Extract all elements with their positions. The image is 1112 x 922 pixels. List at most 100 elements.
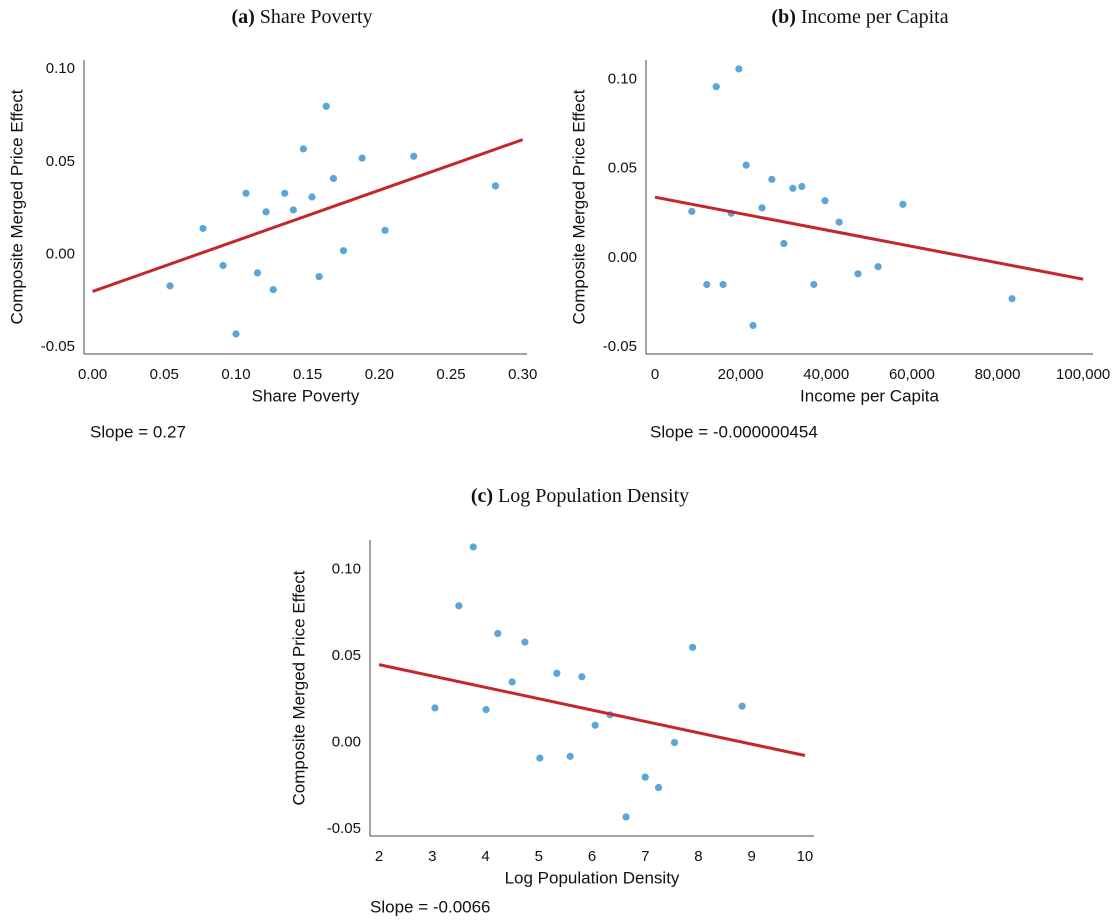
x-tick-label: 0.20 (365, 366, 394, 383)
point (735, 65, 743, 73)
fit-line (378, 663, 806, 757)
x-tick-label: 0.00 (78, 366, 107, 383)
point (591, 721, 599, 729)
y-tick-label: -0.05 (603, 338, 637, 355)
point (768, 175, 776, 183)
point (712, 83, 720, 91)
point (242, 189, 250, 197)
point (199, 224, 207, 233)
x-tick-label: 0.30 (508, 366, 537, 383)
point (578, 673, 586, 681)
point (482, 706, 490, 714)
point (315, 273, 323, 281)
point (431, 704, 439, 712)
point (821, 197, 829, 205)
point (689, 643, 697, 651)
point (566, 752, 574, 760)
point (232, 330, 240, 338)
point (719, 280, 727, 289)
point (358, 154, 366, 162)
point (299, 145, 307, 153)
x-tick-label: 0 (651, 366, 659, 383)
point (508, 678, 516, 686)
x-tick-label: 0.05 (150, 366, 179, 383)
point (308, 193, 316, 201)
point (329, 174, 338, 183)
y-tick-label: 0.00 (608, 249, 637, 266)
point (219, 261, 227, 270)
x-tick-label: 2 (375, 848, 383, 865)
point (810, 280, 818, 289)
panel: (a) Share Poverty 0.00 0.05 0.10 0.15 0.20 0.2… (7, 6, 537, 442)
x-tick-label: 5 (535, 848, 543, 865)
x-tick-label: 10 (797, 848, 814, 865)
fit-line (654, 195, 1084, 281)
point (553, 669, 561, 677)
point (381, 226, 389, 234)
y-tick-label: 0.00 (46, 245, 75, 262)
point (688, 207, 696, 216)
y-tick-label: 0.05 (608, 160, 637, 177)
point (641, 773, 649, 781)
point (494, 629, 502, 638)
panel-title-text: Income per Capita (801, 6, 949, 28)
y-tick-label: 0.05 (46, 153, 75, 170)
point (703, 280, 711, 289)
point (410, 152, 418, 160)
point (262, 208, 270, 216)
y-tick-label: -0.05 (41, 338, 75, 355)
x-tick-label: 80,000 (975, 366, 1021, 383)
x-tick-label: 4 (481, 848, 489, 865)
y-axis-label: Composite Merged Price Effect (569, 89, 588, 324)
panel-title-text: Log Population Density (498, 485, 689, 507)
y-tick-label: 0.10 (608, 71, 637, 88)
x-tick-label: 60,000 (889, 366, 935, 383)
x-tick-label: 20,000 (718, 366, 764, 383)
panel-label: (a) (231, 6, 254, 28)
y-tick-label: 0.10 (332, 560, 361, 577)
panel-label: (b) (771, 6, 795, 28)
point (1008, 295, 1016, 303)
point (789, 184, 797, 192)
x-tick-label: 40,000 (803, 366, 849, 383)
point (670, 738, 679, 747)
y-axis-label: Composite Merged Price Effect (7, 89, 26, 324)
point (749, 321, 757, 330)
panel-title: (a) Share Poverty (231, 6, 372, 28)
x-tick-label: 0.10 (221, 366, 250, 383)
x-axis-label: Income per Capita (800, 386, 939, 405)
panel-title: (c) Log Population Density (471, 485, 689, 507)
panel-label: (c) (471, 485, 493, 507)
x-axis-label: Log Population Density (505, 868, 680, 887)
point (874, 263, 882, 271)
panel-title: (b) Income per Capita (771, 6, 948, 28)
y-axis-label: Composite Merged Price Effect (289, 570, 308, 805)
x-tick-label: 7 (641, 848, 649, 865)
point (339, 247, 348, 255)
point (491, 182, 500, 190)
x-tick-label: 0.25 (436, 366, 465, 383)
point (289, 206, 297, 214)
point (835, 218, 843, 226)
x-tick-label: 6 (588, 848, 596, 865)
point (521, 638, 529, 646)
x-tick-label: 100,000 (1056, 366, 1110, 383)
x-tick-label: 0.15 (293, 366, 322, 383)
point (269, 285, 277, 294)
point (253, 269, 262, 277)
y-tick-label: 0.05 (332, 647, 361, 664)
point (455, 602, 463, 610)
point (166, 282, 174, 290)
point (281, 189, 289, 197)
point (798, 182, 806, 191)
point (758, 204, 766, 212)
point (536, 754, 544, 762)
point (622, 813, 630, 821)
panel: (c) Log Population Density 2 3 4 5 6 7 8 9 10 -0.0… (289, 485, 814, 916)
y-tick-label: -0.05 (327, 820, 361, 837)
x-tick-label: 8 (694, 848, 702, 865)
y-tick-label: 0.00 (332, 733, 361, 750)
panel: (b) Income per Capita 0 20,000 40,000 60,000… (569, 6, 1110, 442)
point (780, 239, 788, 248)
